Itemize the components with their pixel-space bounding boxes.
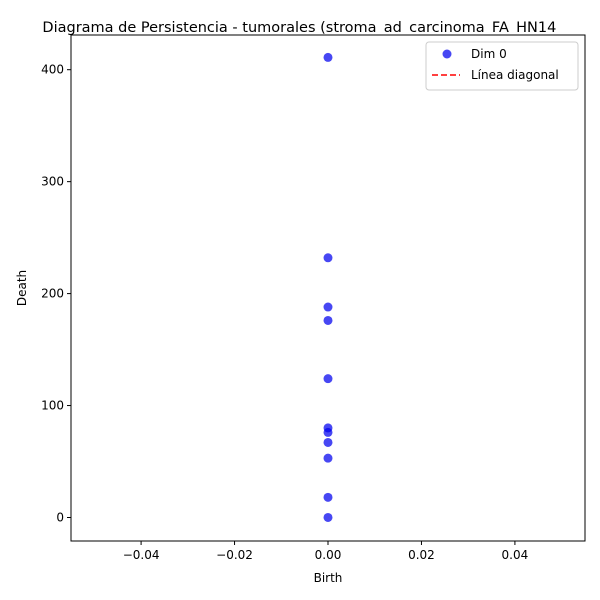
data-point — [323, 374, 333, 384]
data-point — [323, 315, 333, 325]
data-point — [323, 453, 333, 463]
x-tick-label: −0.04 — [123, 548, 160, 562]
data-point — [323, 492, 333, 502]
data-point — [323, 302, 333, 312]
data-point — [323, 437, 333, 447]
legend-label-diagonal: Línea diagonal — [471, 68, 559, 82]
x-tick-label: 0.04 — [502, 548, 529, 562]
x-tick-label: 0.00 — [315, 548, 342, 562]
legend-box — [425, 41, 579, 91]
y-tick-label: 100 — [41, 399, 64, 413]
data-point — [323, 253, 333, 263]
y-tick-label: 0 — [56, 510, 64, 524]
legend-marker-dim0 — [442, 49, 452, 59]
x-axis-label: Birth — [314, 571, 343, 585]
data-point — [323, 512, 333, 522]
y-axis-label: Death — [15, 270, 29, 306]
legend: Dim 0 Línea diagonal — [425, 41, 579, 91]
legend-label-dim0: Dim 0 — [471, 47, 507, 61]
y-tick-label: 400 — [41, 63, 64, 77]
y-tick-label: 200 — [41, 287, 64, 301]
marks-layer — [323, 52, 333, 522]
data-point — [323, 52, 333, 62]
y-tick-label: 300 — [41, 175, 64, 189]
data-point — [323, 427, 333, 437]
x-tick-label: −0.02 — [216, 548, 253, 562]
x-tick-label: 0.02 — [408, 548, 435, 562]
chart-title: Diagrama de Persistencia - tumorales (st… — [42, 20, 564, 36]
plot-frame — [70, 34, 586, 542]
tick-layer: −0.04 −0.02 0.00 0.02 0.04 0 100 200 300 400 — [41, 63, 528, 562]
